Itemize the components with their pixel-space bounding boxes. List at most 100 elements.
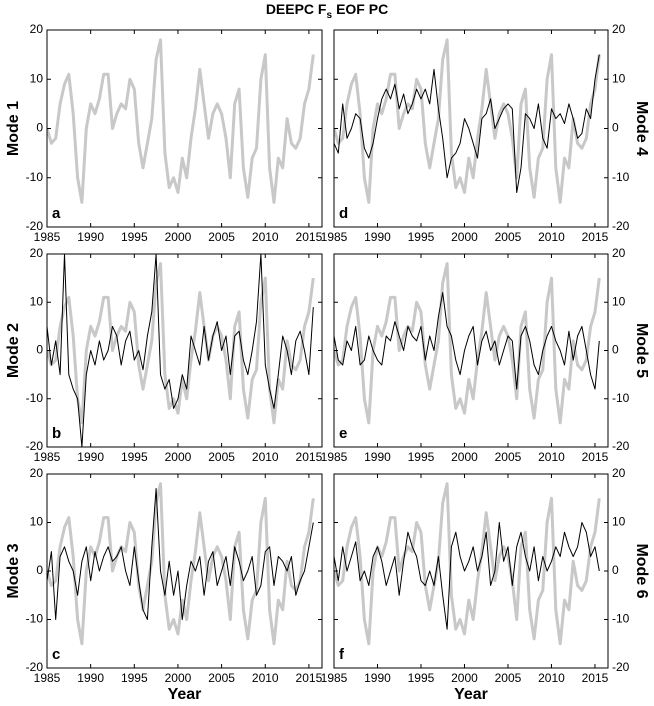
x-tick-label: 2005 xyxy=(495,450,522,464)
plot-area xyxy=(334,262,601,425)
x-tick-label: 1995 xyxy=(121,230,148,244)
y-tick-label: -10 xyxy=(612,391,630,405)
x-tick-label: 1990 xyxy=(77,671,104,685)
panel-letter: f xyxy=(339,646,345,663)
frame xyxy=(333,253,609,448)
series-line xyxy=(47,38,315,204)
y-tick-label: 20 xyxy=(612,466,626,480)
frame xyxy=(46,473,323,669)
y-tick-label: 0 xyxy=(36,563,43,577)
y-tick-label: -20 xyxy=(612,660,630,674)
x-axis-label: Year xyxy=(454,686,488,703)
series-line xyxy=(47,482,315,646)
x-tick-label: 1985 xyxy=(34,450,61,464)
y-tick-label: 10 xyxy=(30,71,44,85)
panel-letter: d xyxy=(339,205,348,222)
y-axis-label: Mode 2 xyxy=(5,323,22,378)
y-axis-label: Mode 1 xyxy=(5,101,22,156)
x-tick-label: 2005 xyxy=(208,450,235,464)
y-tick-label: 0 xyxy=(612,563,619,577)
x-tick-label: 1995 xyxy=(408,450,435,464)
x-tick-label: 2010 xyxy=(252,450,279,464)
x-tick-label: 1995 xyxy=(121,671,148,685)
y-tick-label: -20 xyxy=(612,439,630,453)
y-tick-label: 20 xyxy=(612,22,626,36)
y-tick-label: 10 xyxy=(612,515,626,529)
y-tick-label: -10 xyxy=(26,391,44,405)
series-line xyxy=(47,254,314,447)
x-tick-label: 2015 xyxy=(296,450,323,464)
series-line xyxy=(47,262,315,425)
x-tick-label: 2015 xyxy=(296,230,323,244)
panel-letter: b xyxy=(52,425,61,442)
plot-area xyxy=(334,38,601,204)
x-tick-label: 1995 xyxy=(121,450,148,464)
x-tick-label: 2000 xyxy=(451,230,478,244)
x-tick-label: 2000 xyxy=(165,450,192,464)
y-tick-label: 0 xyxy=(612,121,619,135)
x-tick-label: 2000 xyxy=(451,671,478,685)
x-tick-label: 2015 xyxy=(582,450,609,464)
x-tick-label: 1995 xyxy=(408,671,435,685)
panel-letter: c xyxy=(52,646,60,663)
plot-area xyxy=(334,482,601,646)
series-line xyxy=(334,292,600,390)
y-tick-label: 20 xyxy=(612,246,626,260)
frame xyxy=(333,29,609,228)
x-tick-label: 1985 xyxy=(321,450,348,464)
y-tick-label: 10 xyxy=(612,294,626,308)
x-axis-label: Year xyxy=(168,686,202,703)
x-tick-label: 1985 xyxy=(34,230,61,244)
y-tick-label: -20 xyxy=(26,219,44,233)
x-tick-label: 2010 xyxy=(252,671,279,685)
x-tick-label: 2000 xyxy=(165,230,192,244)
y-tick-label: 0 xyxy=(612,343,619,357)
x-tick-label: 1985 xyxy=(321,230,348,244)
series-line xyxy=(334,522,600,630)
x-tick-label: 2015 xyxy=(582,671,609,685)
title-subscript: s xyxy=(327,10,333,21)
y-tick-label: -10 xyxy=(612,612,630,626)
y-tick-label: 20 xyxy=(30,466,44,480)
x-tick-label: 2000 xyxy=(451,450,478,464)
title-part: EOF PC xyxy=(336,1,388,17)
y-tick-label: -10 xyxy=(26,612,44,626)
x-tick-label: 1995 xyxy=(408,230,435,244)
y-axis-label: Mode 4 xyxy=(633,101,650,156)
x-tick-label: 1990 xyxy=(77,450,104,464)
x-tick-label: 2005 xyxy=(208,230,235,244)
y-tick-label: 20 xyxy=(30,246,44,260)
x-tick-label: 2015 xyxy=(296,671,323,685)
frame xyxy=(46,29,323,228)
x-tick-label: 2015 xyxy=(582,230,609,244)
x-tick-label: 2005 xyxy=(208,671,235,685)
y-tick-label: 10 xyxy=(30,515,44,529)
y-tick-label: -10 xyxy=(26,170,44,184)
y-tick-label: -10 xyxy=(612,170,630,184)
y-tick-label: -20 xyxy=(612,219,630,233)
x-tick-label: 2010 xyxy=(538,450,565,464)
y-tick-label: 0 xyxy=(36,343,43,357)
x-tick-label: 2005 xyxy=(495,671,522,685)
figure-title: DEEPC Fs EOF PC xyxy=(266,1,388,21)
y-tick-label: 0 xyxy=(36,121,43,135)
x-tick-label: 2000 xyxy=(165,671,192,685)
x-tick-label: 1990 xyxy=(364,450,391,464)
x-tick-label: 1985 xyxy=(321,671,348,685)
y-axis-label: Mode 5 xyxy=(633,323,650,378)
y-tick-label: 10 xyxy=(612,71,626,85)
plot-area xyxy=(47,38,315,204)
series-line xyxy=(334,38,601,204)
panel-letter: e xyxy=(339,425,347,442)
x-tick-label: 2010 xyxy=(538,230,565,244)
y-tick-label: -20 xyxy=(26,660,44,674)
series-line xyxy=(334,262,601,425)
frame xyxy=(333,473,609,669)
x-tick-label: 2010 xyxy=(252,230,279,244)
panel-letter: a xyxy=(52,205,61,222)
x-tick-label: 1985 xyxy=(34,671,61,685)
x-tick-label: 2005 xyxy=(495,230,522,244)
plot-area xyxy=(47,254,315,447)
x-tick-label: 2010 xyxy=(538,671,565,685)
